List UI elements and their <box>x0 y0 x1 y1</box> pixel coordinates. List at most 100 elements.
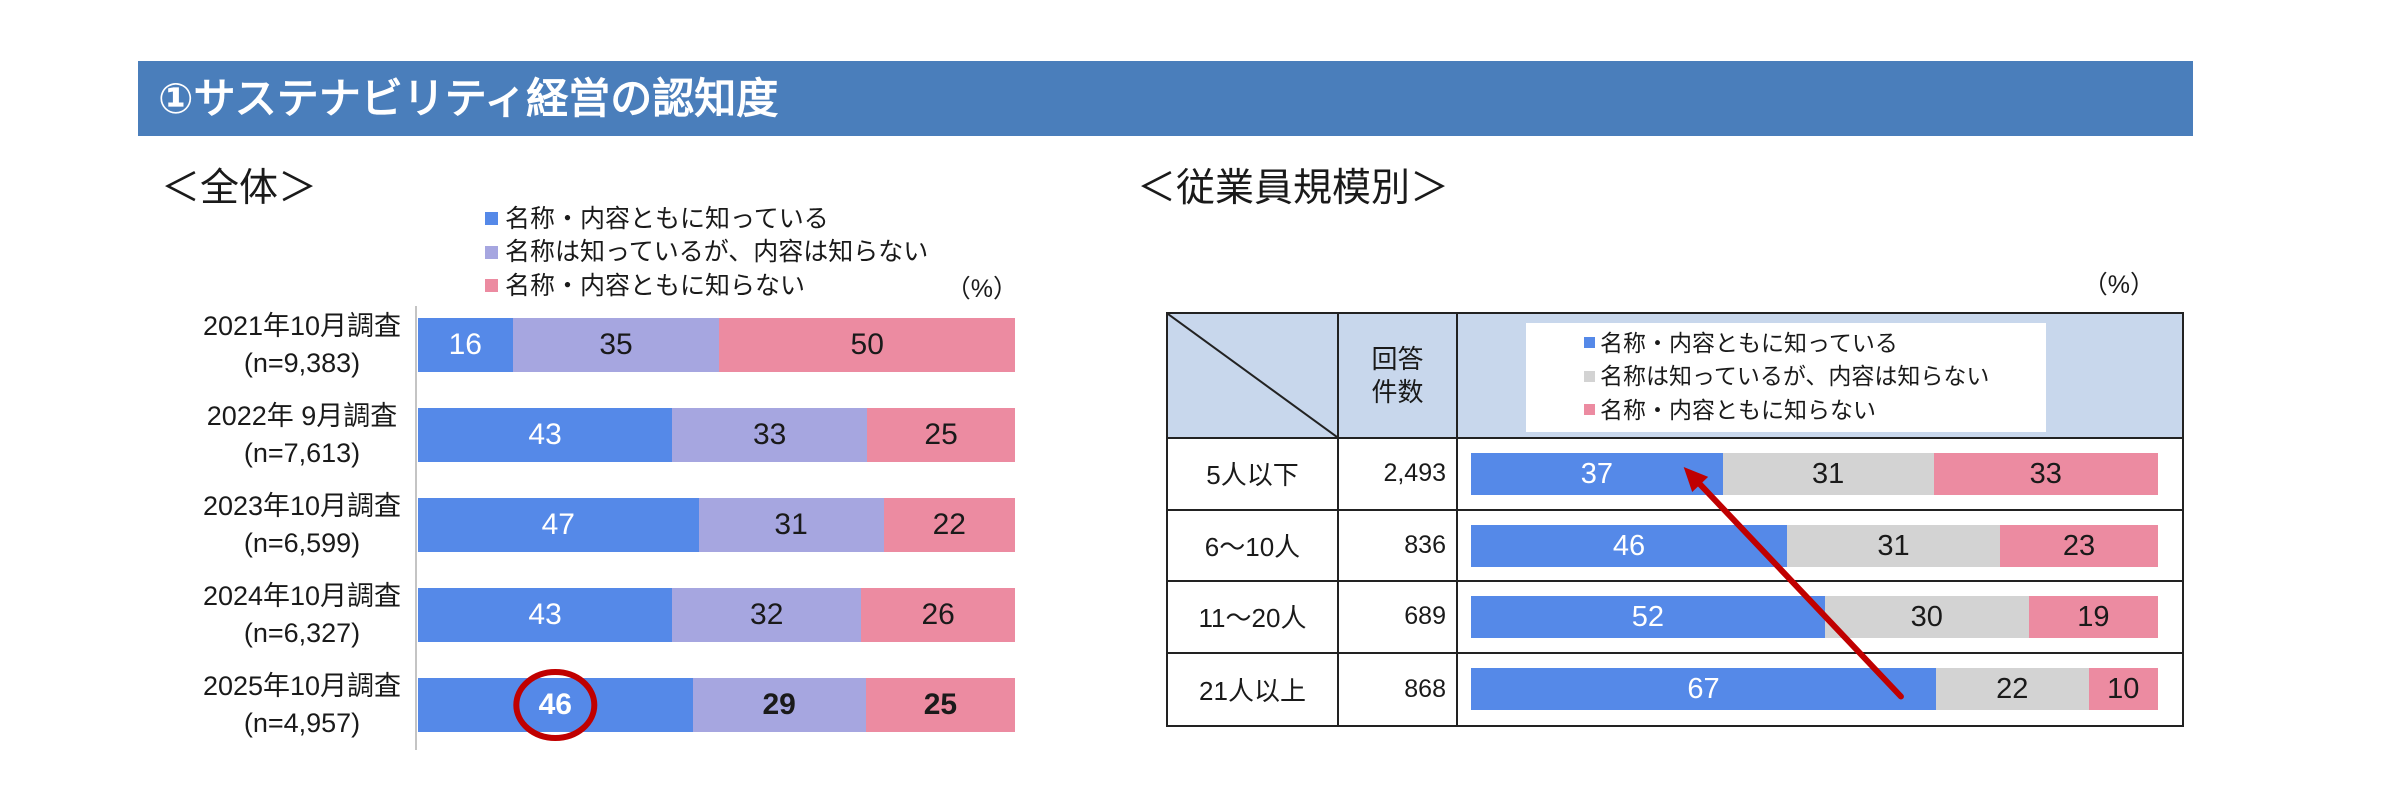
category-label-group: 2025年10月調査 (n=4,957) <box>182 668 422 742</box>
by-size-heading: ＜従業員規模別＞ <box>1137 167 1450 210</box>
bar-segment: 31 <box>698 498 884 552</box>
overall-unit-label: （%） <box>945 275 1018 303</box>
bar-value-label: 25 <box>923 688 958 721</box>
size-category-cell: 5人以下 <box>1168 439 1339 511</box>
response-count-cell: 689 <box>1339 582 1458 654</box>
employee-size-table: 回答 件数 名称・内容ともに知っている 名称は知っているが、内容は知らない 名称… <box>1166 312 2184 727</box>
bar-segment: 43 <box>418 408 673 462</box>
sample-size-label: (n=6,599) <box>243 528 361 558</box>
bar-value-label: 46 <box>538 688 572 721</box>
bar-segment: 46 <box>418 678 693 732</box>
legend-item: 名称は知っているが、内容は知らない <box>1584 360 2046 394</box>
bar-segment: 25 <box>867 408 1015 462</box>
section-title: ①サステナビリティ経営の認知度 <box>158 75 779 122</box>
size-category-cell: 11～20人 <box>1168 582 1339 654</box>
response-count-value: 868 <box>1404 674 1446 703</box>
category-label-group: 2022年 9月調査 (n=7,613) <box>182 398 422 472</box>
bar-segment: 16 <box>418 318 513 372</box>
bar-value-label: 16 <box>448 328 482 361</box>
bar-segment: 23 <box>1999 524 2158 567</box>
category-label-group: 2023年10月調査 (n=6,599) <box>182 488 422 562</box>
response-count-value: 836 <box>1404 530 1446 559</box>
bar-value-label: 35 <box>599 328 633 361</box>
bar-value-label: 43 <box>528 598 562 631</box>
count-header-line: 回答 <box>1371 343 1424 374</box>
bar-segment: 26 <box>861 588 1015 642</box>
stacked-bar-cell: 46 31 23 <box>1458 511 2182 582</box>
bar-value-label: 25 <box>924 418 958 451</box>
bar-segment: 43 <box>418 588 673 642</box>
category-label: 2022年 9月調査 <box>206 401 398 431</box>
size-category-label: 5人以下 <box>1206 460 1299 491</box>
legend-label: 名称は知っているが、内容は知らない <box>1600 363 1990 390</box>
response-count-value: 2,493 <box>1383 459 1446 488</box>
size-category-cell: 6～10人 <box>1168 510 1339 582</box>
bar-value-label: 22 <box>1996 672 2029 705</box>
bar-segment: 22 <box>1935 667 2089 710</box>
stacked-bar-cell: 67 22 10 <box>1458 654 2182 726</box>
bar-segment: 25 <box>865 678 1015 732</box>
category-label: 2023年10月調査 <box>202 491 402 521</box>
bar-value-label: 22 <box>932 508 966 541</box>
bar-segment: 35 <box>512 318 720 372</box>
bar-value-label: 33 <box>752 418 787 451</box>
legend-swatch <box>485 245 498 259</box>
bar-segment: 67 <box>1471 667 1936 710</box>
bar-segment: 30 <box>1824 596 2029 638</box>
bar-segment: 29 <box>692 678 866 732</box>
count-header-line: 件数 <box>1371 376 1424 407</box>
legend-label: 名称・内容ともに知らない <box>1600 396 1876 423</box>
bar-segment: 31 <box>1722 453 1934 495</box>
legend-item: 名称・内容ともに知っている <box>1584 326 2046 360</box>
sample-size-label: (n=6,327) <box>243 618 361 648</box>
bar-value-label: 31 <box>1877 529 1910 562</box>
bar-segment: 52 <box>1471 596 1825 638</box>
category-label: 2021年10月調査 <box>202 311 402 341</box>
bar-value-label: 23 <box>2062 529 2096 562</box>
bar-value-label: 52 <box>1631 601 1664 633</box>
sample-size-label: (n=9,383) <box>243 348 361 378</box>
bar-value-label: 67 <box>1687 672 1720 705</box>
size-category-label: 6～10人 <box>1204 531 1301 562</box>
response-count-cell: 2,493 <box>1339 439 1458 511</box>
bar-value-label: 50 <box>850 328 884 361</box>
section-header-bar: ①サステナビリティ経営の認知度 <box>138 61 2193 136</box>
bar-value-label: 31 <box>1811 458 1845 490</box>
bar-segment: 46 <box>1471 524 1788 567</box>
overall-legend: 名称・内容ともに知っている 名称は知っているが、内容は知らない 名称・内容ともに… <box>485 202 928 303</box>
bar-segment: 31 <box>1787 524 2000 567</box>
bar-value-label: 37 <box>1580 458 1613 490</box>
bar-value-label: 26 <box>921 598 955 631</box>
bar-segment: 33 <box>672 408 868 462</box>
bar-value-label: 30 <box>1910 601 1943 633</box>
bar-segment: 47 <box>418 498 699 552</box>
stacked-bar-cell: 37 31 33 <box>1458 439 2182 511</box>
bar-segment: 32 <box>672 588 862 642</box>
legend-label: 名称は知っているが、内容は知らない <box>505 238 929 267</box>
bar-value-label: 32 <box>750 598 784 631</box>
legend-item: 名称・内容ともに知らない <box>1584 393 2046 427</box>
overall-heading: ＜全体＞ <box>161 167 318 210</box>
bar-value-label: 46 <box>1612 529 1646 562</box>
legend-label: 名称・内容ともに知っている <box>1600 329 1898 356</box>
legend-swatch <box>1584 404 1595 416</box>
legend-item: 名称・内容ともに知っている <box>485 202 928 236</box>
size-category-label: 11～20人 <box>1198 603 1307 634</box>
count-column-header: 回答 件数 <box>1339 314 1458 439</box>
legend-swatch <box>485 279 498 293</box>
sample-size-label: (n=4,957) <box>243 708 361 738</box>
bar-segment: 37 <box>1471 453 1723 495</box>
legend-label: 名称・内容ともに知らない <box>505 271 806 300</box>
category-axis-line <box>415 306 417 750</box>
bar-column-header: 名称・内容ともに知っている 名称は知っているが、内容は知らない 名称・内容ともに… <box>1458 314 2182 439</box>
table-corner-cell <box>1168 314 1339 439</box>
legend-swatch <box>1584 337 1595 349</box>
bar-value-label: 19 <box>2077 601 2110 633</box>
legend-item: 名称・内容ともに知らない <box>485 269 928 303</box>
category-label-group: 2021年10月調査 (n=9,383) <box>182 308 422 382</box>
by-size-unit-label: （%） <box>2082 271 2155 299</box>
corner-diagonal-line <box>1168 314 1337 437</box>
stacked-bar-cell: 52 30 19 <box>1458 582 2182 654</box>
bar-segment: 22 <box>883 498 1015 552</box>
